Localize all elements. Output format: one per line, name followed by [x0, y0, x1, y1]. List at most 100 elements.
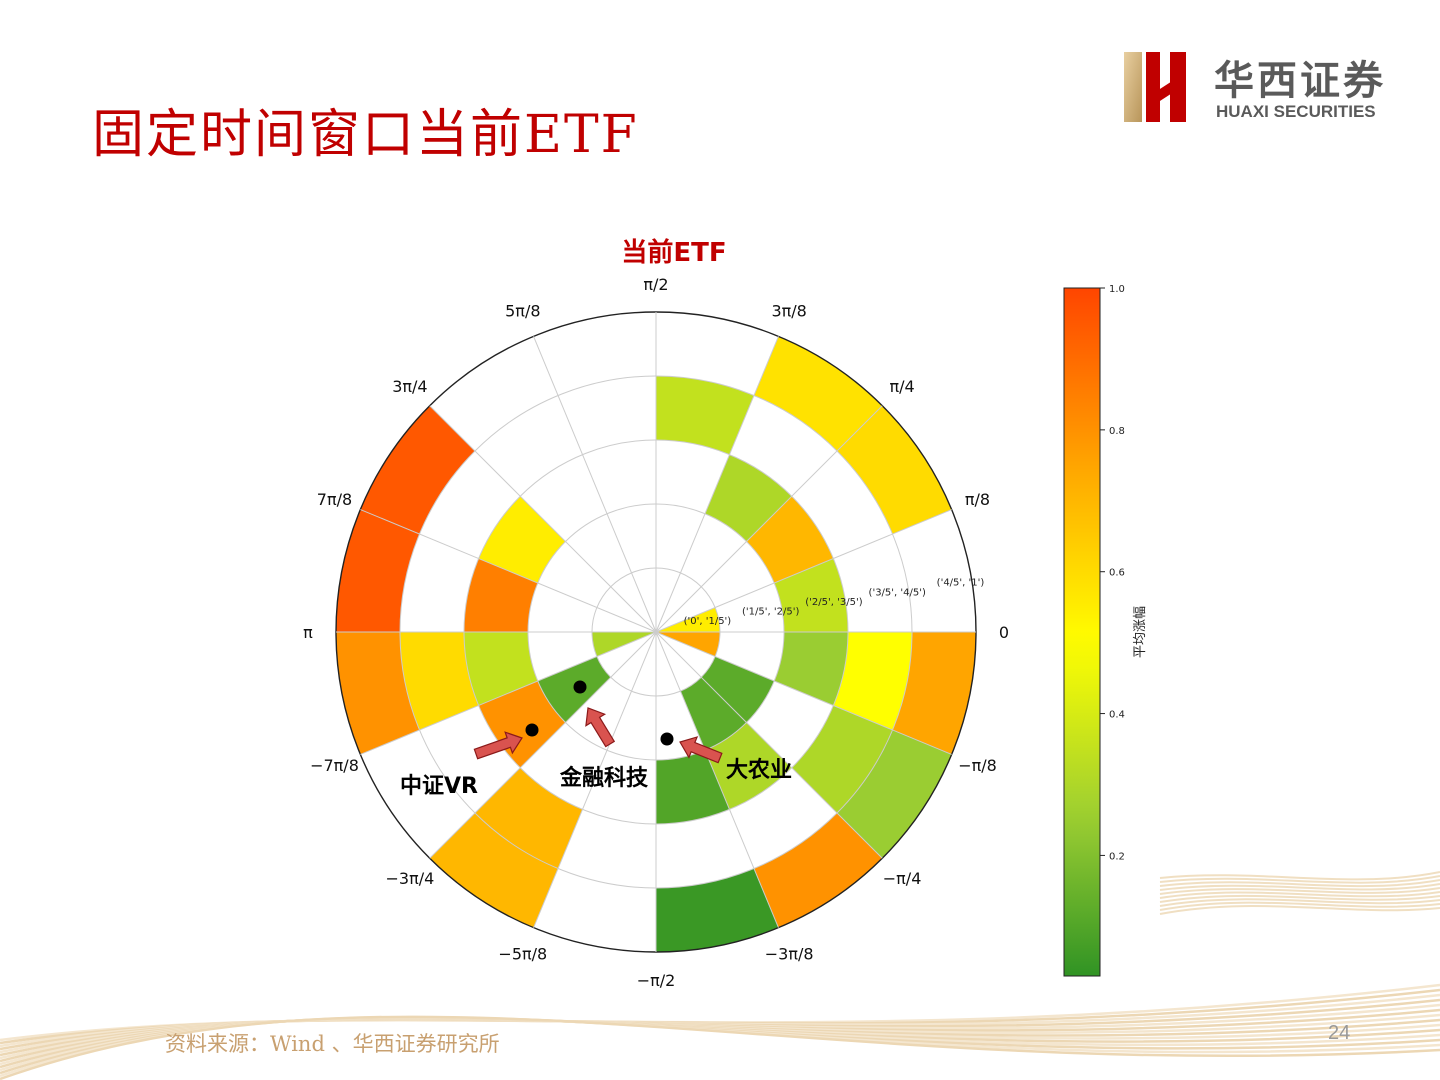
sector-bar — [400, 632, 479, 730]
sector-bar — [336, 509, 420, 632]
swoosh-line — [1159, 901, 1440, 911]
sector-bar — [837, 405, 952, 535]
annotation-marker — [660, 732, 674, 746]
angle-tick-label: −π/8 — [958, 756, 997, 775]
colorbar-tick-label: 0.4 — [1109, 710, 1125, 721]
angle-tick-label: −π/2 — [637, 971, 676, 990]
polar-spoke — [429, 631, 657, 859]
swoosh-line — [0, 1015, 1440, 1080]
angle-tick-label: π/8 — [965, 490, 990, 509]
chart-title: 当前ETF — [621, 238, 727, 268]
annotation-label-zhongzheng-vr: 中证VR — [400, 774, 478, 799]
colorbar-tick-label: 0.6 — [1109, 568, 1125, 579]
colorbar-label: 平均涨幅 — [1133, 606, 1148, 658]
colorbar-gradient — [1063, 287, 1101, 977]
logo-cn-text: 华西证券 — [1214, 57, 1386, 104]
sector-bar — [746, 496, 834, 584]
sector-bar — [360, 405, 475, 535]
radial-tick-label: ('2/5', '3/5') — [805, 597, 862, 608]
angle-tick-labels: 0 π/8 π/4 3π/8 π/2 5π/8 3π/4 7π/8 π −7π/8 −3π/4 −5π… — [303, 275, 1009, 990]
sector-bar — [429, 813, 559, 928]
swoosh-line — [1159, 875, 1440, 884]
swoosh-line — [1159, 879, 1440, 888]
polar-spoke — [655, 405, 883, 633]
annotation-marker — [573, 680, 587, 694]
source-note: 资料来源：Wind 、华西证券研究所 — [165, 1032, 500, 1056]
polar-spoke — [533, 336, 657, 633]
colorbar-tick-label: 0.8 — [1109, 426, 1125, 437]
polar-spoke — [655, 509, 952, 633]
annotation-marker — [525, 723, 539, 737]
sector-bar — [701, 656, 775, 723]
slide-title: 固定时间窗口当前ETF — [92, 105, 639, 165]
polar-spoke — [360, 509, 657, 633]
radial-tick-label: ('4/5', '1') — [937, 578, 985, 589]
sector-bar — [892, 632, 976, 755]
polar-grid — [335, 311, 977, 953]
annotation-arrow — [585, 707, 616, 748]
angle-tick-label: π — [303, 623, 313, 642]
sector-bar — [478, 680, 566, 768]
decorative-swoosh — [0, 871, 1440, 1080]
angle-tick-label: −3π/4 — [386, 869, 435, 888]
polar-spoke — [655, 631, 952, 755]
angle-tick-label: π/4 — [889, 377, 914, 396]
sector-bar — [704, 454, 792, 542]
sector-bar — [837, 729, 952, 859]
sector-bar — [791, 705, 893, 814]
sector-bar — [753, 813, 883, 928]
polar-spoke — [429, 405, 657, 633]
swoosh-line — [1159, 905, 1440, 915]
sector-bar — [833, 632, 912, 730]
swoosh-line — [1159, 891, 1440, 899]
angle-tick-label: 5π/8 — [505, 301, 540, 320]
polar-spoke — [533, 631, 657, 928]
annotation-arrow — [679, 736, 723, 764]
sector-bar — [656, 750, 730, 824]
radial-tick-label: ('0', '1/5') — [684, 616, 732, 627]
angle-tick-label: −5π/8 — [498, 945, 547, 964]
logo-en-text: HUAXI SECURITIES — [1216, 102, 1376, 121]
annotation-label-fintech: 金融科技 — [560, 766, 649, 791]
polar-spoke — [655, 336, 779, 633]
sector-bar — [464, 632, 538, 706]
angle-tick-label: 3π/4 — [392, 377, 427, 396]
radial-tick-label: ('1/5', '2/5') — [742, 607, 799, 618]
angle-tick-label: 0 — [999, 623, 1009, 642]
angle-tick-label: 7π/8 — [317, 490, 352, 509]
sector-bar — [680, 677, 747, 751]
angle-tick-label: π/2 — [643, 275, 668, 294]
swoosh-line — [1159, 871, 1440, 881]
huaxi-logo-icon — [1124, 52, 1186, 122]
radial-tick-labels: ('0', '1/5') ('1/5', '2/5') ('2/5', '3/5')… — [684, 578, 985, 628]
sector-bar — [774, 558, 848, 632]
angle-tick-label: 3π/8 — [771, 301, 806, 320]
page-number: 24 — [1328, 1022, 1351, 1044]
angle-tick-label: −7π/8 — [310, 756, 359, 775]
sector-bar — [478, 496, 566, 584]
polar-spoke — [360, 631, 657, 755]
colorbar-tick-label: 1.0 — [1109, 284, 1125, 295]
polar-spoke — [655, 631, 883, 859]
colorbar: 0.2 0.4 0.6 0.8 1.0 平均涨幅 — [1063, 284, 1148, 977]
sector-bar — [336, 632, 420, 755]
sector-bar — [753, 336, 883, 451]
colorbar-tick-label: 0.2 — [1109, 851, 1125, 862]
sector-bar — [464, 558, 538, 632]
sector-bar — [656, 376, 754, 455]
company-logo: 华西证券 HUAXI SECURITIES — [1120, 48, 1410, 128]
swoosh-line — [1159, 898, 1440, 907]
sector-bar — [774, 632, 848, 706]
radial-tick-label: ('3/5', '4/5') — [869, 587, 926, 598]
swoosh-line — [1159, 894, 1440, 903]
angle-tick-label: −3π/8 — [765, 945, 814, 964]
swoosh-line — [1159, 883, 1440, 891]
sector-bar — [704, 722, 792, 810]
sector-bar — [474, 767, 583, 869]
sector-bar — [656, 868, 779, 953]
swoosh-line — [1159, 887, 1440, 895]
angle-tick-label: −π/4 — [883, 869, 922, 888]
annotation-label-agriculture: 大农业 — [726, 758, 793, 783]
chart-sectors — [336, 336, 976, 953]
